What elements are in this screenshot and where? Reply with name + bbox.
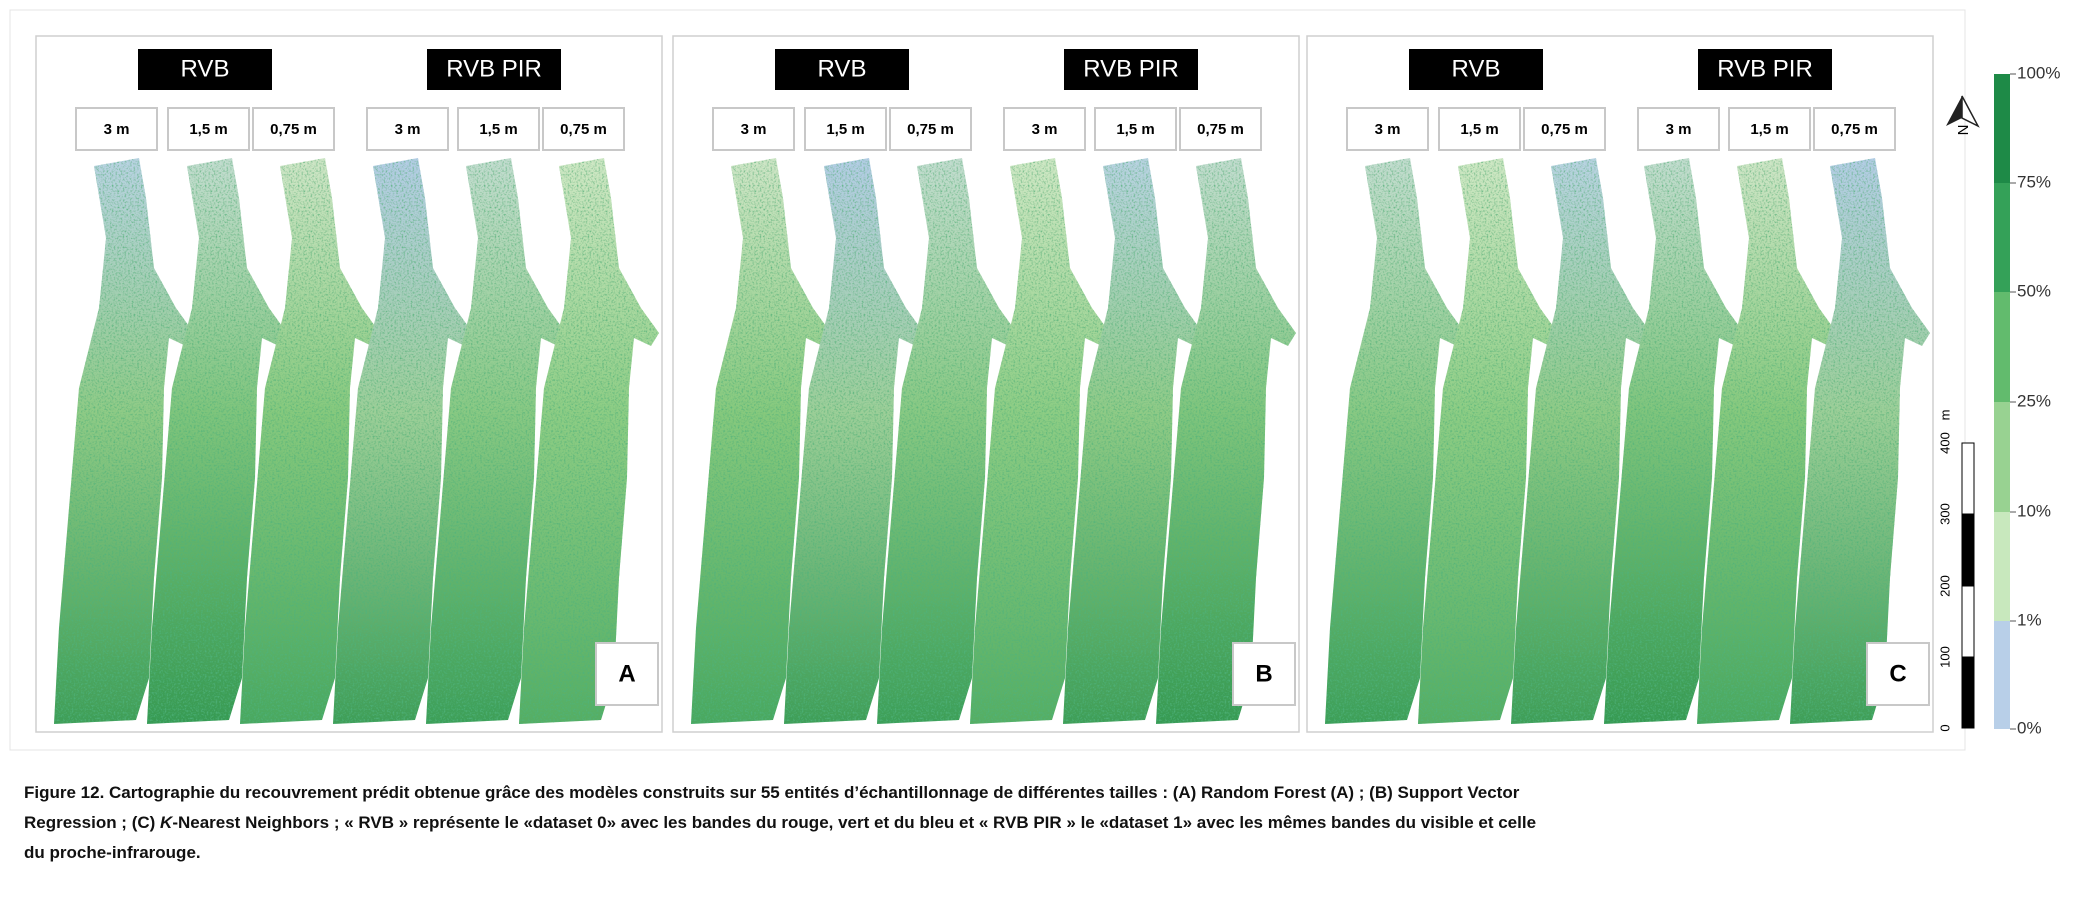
north-label: N	[1955, 125, 1972, 136]
resolution-label: 1,5 m	[1750, 121, 1788, 138]
scale-segment	[1962, 443, 1974, 514]
header-label: RVB PIR	[446, 55, 542, 82]
header-label: RVB	[1452, 55, 1501, 82]
scale-label: 300	[1937, 503, 1952, 525]
resolution-label: 3 m	[104, 121, 130, 138]
legend-label: 100%	[2017, 63, 2060, 82]
caption-line: Regression ; (C) K-Nearest Neighbors ; «…	[24, 808, 2069, 838]
scale-bar: 0 100 200 300 400 m	[1937, 410, 1974, 732]
panel-letter: B	[1255, 660, 1272, 687]
caption: Figure 12. Cartographie du recouvrement …	[24, 778, 2069, 868]
figure: N RVB RVB PIR 3 m 1,5 m 0,75 m 3 m 1,5 m 0,75 m…	[0, 0, 2075, 760]
header-label: RVB PIR	[1717, 55, 1813, 82]
caption-line: du proche-infrarouge.	[24, 838, 2069, 868]
resolution-label: 3 m	[1666, 121, 1692, 138]
header-label: RVB	[181, 55, 230, 82]
panel-letter: A	[618, 660, 635, 687]
legend-label: 10%	[2017, 501, 2051, 520]
resolution-label: 1,5 m	[1116, 121, 1154, 138]
scale-label: 100	[1937, 646, 1952, 668]
resolution-label: 3 m	[741, 121, 767, 138]
resolution-label: 0,75 m	[1541, 121, 1588, 138]
header-label: RVB	[818, 55, 867, 82]
scale-label: m	[1937, 410, 1952, 421]
resolution-label: 3 m	[395, 121, 421, 138]
caption-text: Regression ; (C)	[24, 813, 160, 832]
scale-segment	[1962, 657, 1974, 728]
legend-label: 75%	[2017, 172, 2051, 191]
resolution-label: 0,75 m	[1831, 121, 1878, 138]
resolution-label: 3 m	[1375, 121, 1401, 138]
scale-label: 0	[1937, 724, 1952, 731]
header-label: RVB PIR	[1083, 55, 1179, 82]
page: N RVB RVB PIR 3 m 1,5 m 0,75 m 3 m 1,5 m 0,75 m…	[0, 0, 2075, 900]
caption-line: Figure 12. Cartographie du recouvrement …	[24, 778, 2069, 808]
caption-italic: K	[160, 813, 172, 832]
resolution-label: 0,75 m	[907, 121, 954, 138]
scale-segment	[1962, 586, 1974, 657]
legend-swatch	[1994, 621, 2010, 729]
scale-segment	[1962, 514, 1974, 586]
resolution-label: 0,75 m	[1197, 121, 1244, 138]
legend-swatch	[1994, 292, 2010, 402]
caption-text: du proche-infrarouge.	[24, 843, 201, 862]
resolution-label: 3 m	[1032, 121, 1058, 138]
legend-swatch	[1994, 512, 2010, 621]
legend-swatch	[1994, 74, 2010, 183]
legend-label: 0%	[2017, 718, 2042, 737]
panel: RVB RVB PIR 3 m 1,5 m 0,75 m 3 m 1,5 m 0,75 m B	[673, 36, 1299, 732]
resolution-label: 1,5 m	[479, 121, 517, 138]
north-arrow: N	[1946, 96, 1978, 135]
caption-text: -Nearest Neighbors ; « RVB » représente …	[172, 813, 1536, 832]
resolution-label: 0,75 m	[560, 121, 607, 138]
panel: RVB RVB PIR 3 m 1,5 m 0,75 m 3 m 1,5 m 0,75 m A	[36, 36, 662, 732]
scale-label: 400	[1937, 432, 1952, 454]
legend-label: 1%	[2017, 610, 2042, 629]
panel: RVB RVB PIR 3 m 1,5 m 0,75 m 3 m 1,5 m 0,75 m C	[1307, 36, 1933, 732]
panel-letter: C	[1889, 660, 1906, 687]
legend-swatch	[1994, 183, 2010, 292]
resolution-label: 1,5 m	[189, 121, 227, 138]
resolution-label: 0,75 m	[270, 121, 317, 138]
caption-text: Figure 12. Cartographie du recouvrement …	[24, 783, 1519, 802]
legend: 100% 75% 50% 25% 10% 1% 0%	[1994, 63, 2060, 737]
scale-label: 200	[1937, 575, 1952, 597]
resolution-label: 1,5 m	[1460, 121, 1498, 138]
legend-swatch	[1994, 402, 2010, 512]
legend-label: 25%	[2017, 391, 2051, 410]
legend-label: 50%	[2017, 281, 2051, 300]
resolution-label: 1,5 m	[826, 121, 864, 138]
